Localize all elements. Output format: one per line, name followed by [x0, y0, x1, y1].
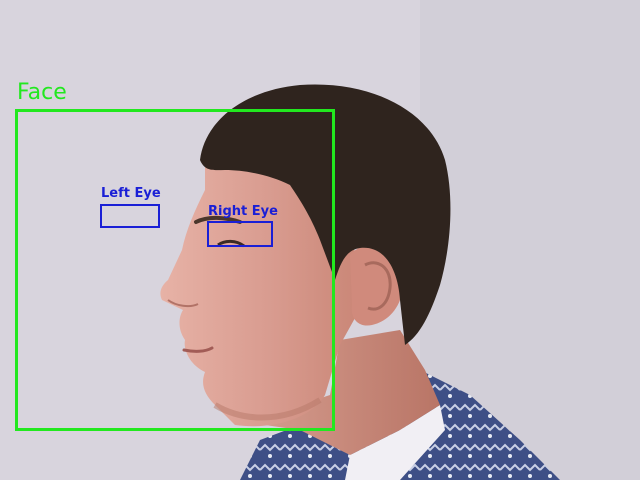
- ear: [350, 244, 404, 326]
- shirt-collar: [345, 405, 445, 480]
- left-eye-label: Left Eye: [101, 186, 161, 201]
- hair: [200, 84, 451, 346]
- right-eye-label: Right Eye: [208, 204, 278, 219]
- face-bounding-box: [15, 109, 335, 431]
- right-eye-bounding-box: [207, 221, 273, 247]
- face-label: Face: [17, 80, 67, 105]
- left-eye-bounding-box: [100, 204, 160, 228]
- neck: [265, 330, 440, 455]
